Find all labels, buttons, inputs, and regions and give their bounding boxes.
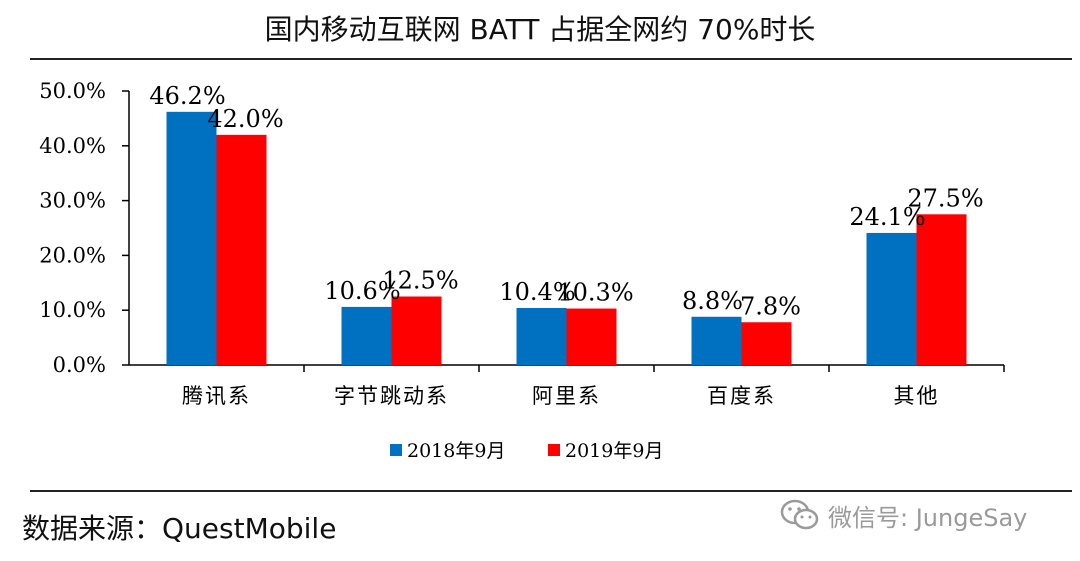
bar [516,308,567,365]
data-labels: 46.2%42.0% 10.6%12.5% 10.4%10.3% 8.8%7.8% 24… [149,82,983,320]
watermark-text: 微信号: JungeSay [828,503,1028,532]
y-tick-label: 10.0% [39,298,106,322]
bottom-rule [30,490,1072,492]
y-tick-label: 20.0% [39,243,106,267]
data-label: 12.5% [382,267,458,295]
bar [691,316,742,365]
x-tick-label: 其他 [894,384,940,408]
bar [916,214,967,365]
bar-chart: 0.0% 10.0% 20.0% 30.0% 40.0% 50.0% 46.2%42.0%… [39,79,1005,462]
top-rule [30,58,1072,60]
bar [566,308,617,365]
x-tick-label: 百度系 [707,384,776,408]
y-tick-label: 0.0% [53,353,106,377]
bar [166,111,217,365]
data-label: 10.6% [324,277,400,305]
legend-label: 2018年9月 [407,440,505,462]
legend-swatch [548,444,560,456]
data-label: 7.8% [740,292,801,320]
legend: 2018年9月 2019年9月 [390,440,663,462]
watermark: 微信号: JungeSay [780,497,1027,533]
y-tick-label: 50.0% [39,79,106,103]
data-source-note: 数据来源：QuestMobile [22,512,337,545]
bar [391,296,442,365]
x-tick-label: 腾讯系 [182,384,251,408]
x-tick-label: 阿里系 [532,384,601,408]
chart-title: 国内移动互联网 BATT 占据全网约 70%时长 [264,13,816,46]
bar [866,232,917,365]
y-tick-label: 30.0% [39,189,106,213]
legend-swatch [390,444,402,456]
data-label: 8.8% [682,287,743,315]
data-label: 24.1% [849,203,925,231]
y-tick-label: 40.0% [39,134,106,158]
data-label: 46.2% [149,82,225,110]
data-label: 42.0% [207,105,283,133]
data-label: 10.3% [557,279,633,307]
x-tick-label: 字节跳动系 [334,384,449,408]
bars [166,111,967,365]
bar [216,134,267,365]
wechat-icon [780,499,819,530]
bar [341,306,392,365]
data-label: 27.5% [907,184,983,212]
x-axis-labels: 腾讯系 字节跳动系 阿里系 百度系 其他 [182,384,940,408]
data-label: 10.4% [499,278,575,306]
bar [741,322,792,365]
y-axis-ticks: 0.0% 10.0% 20.0% 30.0% 40.0% 50.0% [39,79,129,377]
legend-label: 2019年9月 [565,440,663,462]
